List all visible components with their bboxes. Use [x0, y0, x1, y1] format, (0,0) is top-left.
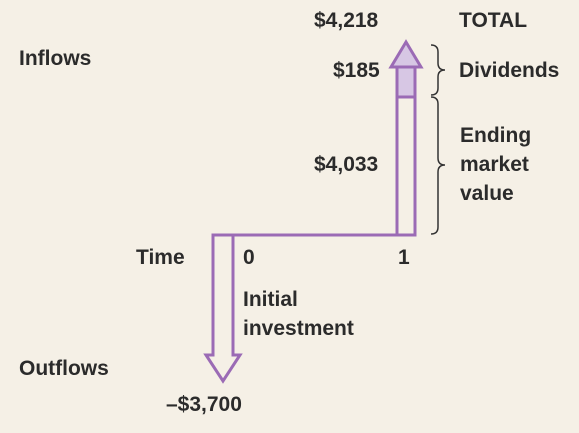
ending-value: $4,033 [314, 153, 379, 176]
time-label: Time [136, 246, 185, 269]
time-0-label: 0 [243, 246, 255, 269]
outflow-arrowhead [203, 353, 243, 384]
initial-investment-label: Initial investment [243, 285, 354, 343]
initial-label-line: investment [243, 317, 354, 340]
time-1-label: 1 [398, 246, 410, 269]
ending-label-line: Ending [460, 124, 532, 147]
ending-market-value-bar [395, 95, 417, 237]
total-label: TOTAL [459, 9, 528, 32]
outflows-label: Outflows [19, 357, 109, 380]
initial-investment-bar [211, 233, 235, 357]
initial-label-line: Initial [243, 288, 298, 311]
ending-label-line: market [460, 153, 529, 176]
ending-market-value-label: Ending market value [460, 121, 531, 208]
dividends-value: $185 [333, 59, 380, 82]
arrow-joint-cover [214, 352, 232, 357]
inflows-label: Inflows [19, 47, 92, 70]
dividends-label: Dividends [459, 59, 560, 82]
total-value: $4,218 [314, 9, 379, 32]
outflow-value: –$3,700 [166, 393, 242, 416]
ending-label-line: value [460, 182, 514, 205]
ending-value-brace [430, 96, 446, 235]
dividends-bar [395, 65, 417, 99]
dividends-brace [430, 44, 446, 96]
inflow-arrowhead [388, 39, 424, 69]
